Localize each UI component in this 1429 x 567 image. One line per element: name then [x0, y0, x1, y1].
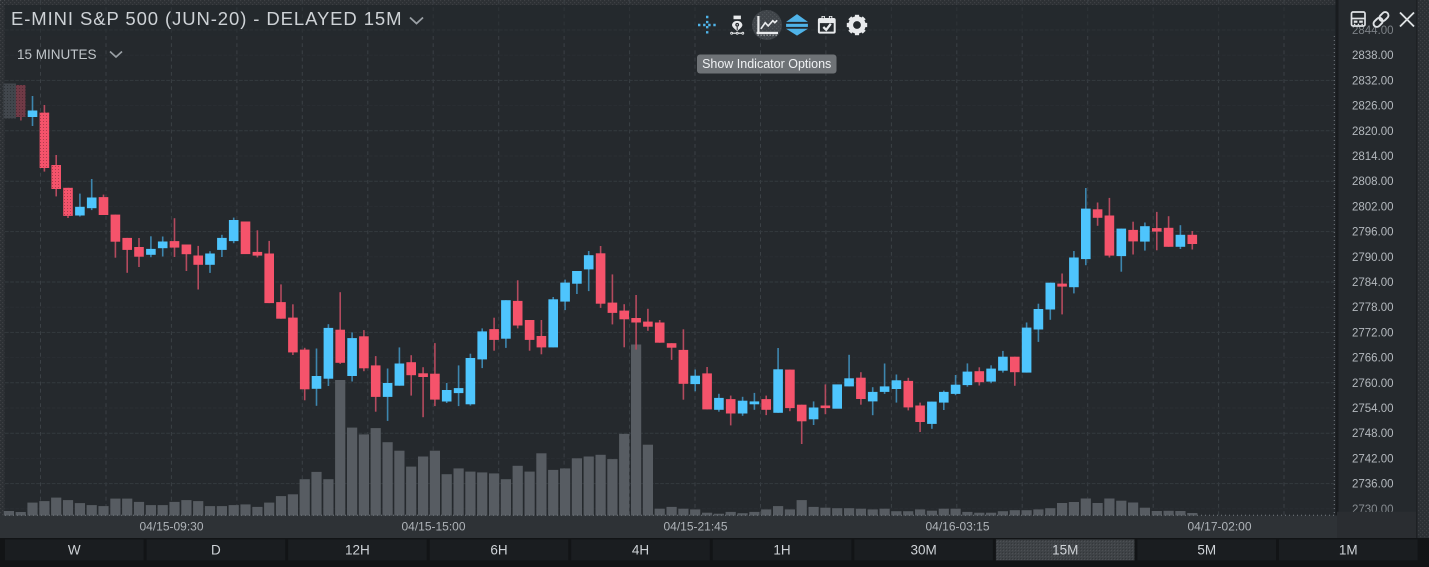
svg-text:04/15-21:45: 04/15-21:45 — [663, 520, 727, 534]
svg-text:2778.00: 2778.00 — [1352, 302, 1394, 314]
svg-text:Show Indicator Options: Show Indicator Options — [702, 57, 831, 71]
svg-text:04/15-15:00: 04/15-15:00 — [401, 520, 465, 534]
svg-text:D: D — [211, 543, 221, 558]
svg-text:2748.00: 2748.00 — [1352, 428, 1394, 440]
svg-text:1M: 1M — [1339, 543, 1358, 558]
svg-text:15M: 15M — [1052, 543, 1078, 558]
svg-text:2814.00: 2814.00 — [1352, 151, 1394, 163]
svg-text:4H: 4H — [632, 543, 649, 558]
svg-text:2826.00: 2826.00 — [1352, 101, 1394, 113]
svg-text:04/17-02:00: 04/17-02:00 — [1187, 520, 1251, 534]
svg-text:04/16-03:15: 04/16-03:15 — [925, 520, 989, 534]
svg-text:E-MINI S&P 500 (JUN-20) - DELA: E-MINI S&P 500 (JUN-20) - DELAYED 15M — [11, 8, 402, 29]
svg-text:12H: 12H — [345, 543, 370, 558]
svg-text:2790.00: 2790.00 — [1352, 252, 1394, 264]
svg-text:2820.00: 2820.00 — [1352, 126, 1394, 138]
svg-text:1H: 1H — [773, 543, 790, 558]
svg-text:2802.00: 2802.00 — [1352, 201, 1394, 213]
svg-text:2766.00: 2766.00 — [1352, 353, 1394, 365]
svg-text:2736.00: 2736.00 — [1352, 479, 1394, 491]
svg-text:2844.00: 2844.00 — [1352, 25, 1394, 37]
svg-text:15 MINUTES: 15 MINUTES — [17, 47, 97, 62]
svg-text:2772.00: 2772.00 — [1352, 327, 1394, 339]
svg-text:6H: 6H — [490, 543, 507, 558]
svg-text:2760.00: 2760.00 — [1352, 378, 1394, 390]
svg-text:2796.00: 2796.00 — [1352, 227, 1394, 239]
svg-text:2784.00: 2784.00 — [1352, 277, 1394, 289]
svg-text:2742.00: 2742.00 — [1352, 453, 1394, 465]
svg-text:W: W — [68, 543, 81, 558]
svg-text:2838.00: 2838.00 — [1352, 50, 1394, 62]
svg-text:2832.00: 2832.00 — [1352, 75, 1394, 87]
svg-text:2808.00: 2808.00 — [1352, 176, 1394, 188]
svg-text:04/15-09:30: 04/15-09:30 — [139, 520, 203, 534]
svg-text:5M: 5M — [1197, 543, 1216, 558]
svg-text:30M: 30M — [910, 543, 936, 558]
svg-text:2754.00: 2754.00 — [1352, 403, 1394, 415]
